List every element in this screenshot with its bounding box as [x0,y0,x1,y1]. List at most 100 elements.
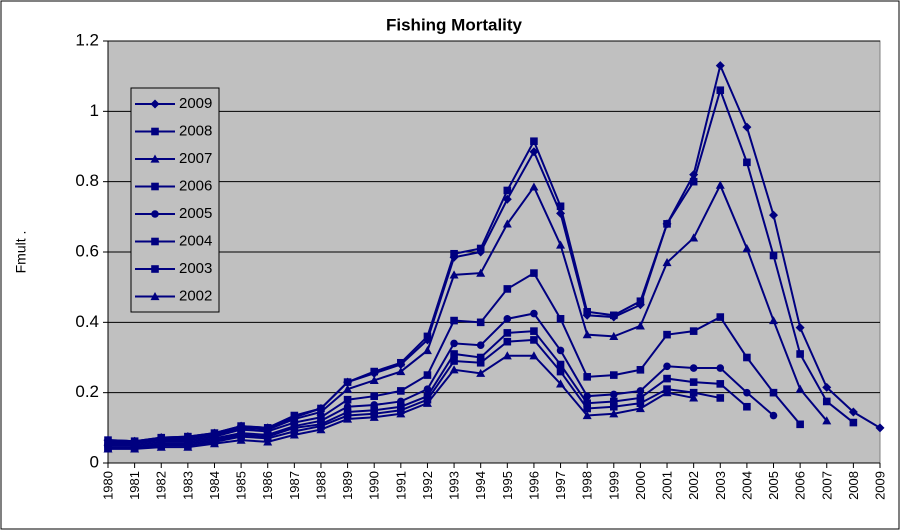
marker [795,323,805,333]
marker [662,388,672,397]
marker [502,351,512,360]
marker [796,350,804,358]
marker [263,437,273,446]
x-tick-label: 2006 [793,471,808,500]
marker [822,397,831,406]
marker [769,388,778,397]
x-tick-label: 1987 [287,471,302,500]
marker [609,402,618,411]
x-tick-label: 1992 [420,471,435,500]
marker [450,357,458,365]
marker [689,327,698,335]
marker [663,362,671,371]
marker [151,237,159,246]
marker [716,86,725,95]
marker [503,329,512,337]
marker [151,265,159,273]
marker [530,309,538,318]
marker [530,327,538,335]
marker [769,411,778,420]
marker [742,243,752,253]
marker [689,393,699,402]
marker [151,127,159,136]
marker [556,360,565,369]
marker [450,316,458,325]
marker [529,147,539,157]
marker [503,315,512,323]
marker [822,382,832,392]
marker [151,182,159,191]
x-tick-label: 1990 [367,471,382,500]
marker [743,388,751,397]
marker [822,416,832,425]
marker [150,99,160,109]
marker [476,341,485,349]
x-tick-label: 1988 [313,471,328,500]
x-tick-label: 1980 [101,471,116,500]
marker [502,219,512,228]
legend-label: 2009 [179,95,212,112]
marker [449,365,459,374]
x-tick-label: 1995 [500,471,515,500]
marker [370,392,379,400]
marker [849,418,858,427]
marker [370,367,379,376]
x-tick-label: 2003 [713,471,728,500]
marker [689,177,698,186]
series-line [108,338,721,450]
x-tick-label: 2004 [739,471,754,500]
marker [556,315,565,323]
marker [476,358,485,367]
marker [183,442,193,451]
marker [397,387,405,395]
marker [476,318,485,327]
marker [582,411,592,420]
marker [663,330,671,339]
x-tick-label: 2009 [873,471,888,500]
x-tick-label: 2000 [633,471,648,500]
marker [742,122,752,132]
marker [609,311,618,320]
x-tick-label: 1981 [127,471,142,500]
marker [103,444,113,453]
marker [636,394,645,402]
marker [583,373,591,381]
legend-label: 2006 [179,177,212,194]
marker [343,414,353,423]
x-tick-label: 1982 [154,471,169,500]
marker [635,403,645,413]
marker [769,316,779,325]
marker [476,268,486,277]
marker [369,412,379,421]
marker [636,399,645,408]
marker [343,378,352,386]
marker [503,285,512,293]
marker [716,394,725,402]
marker [423,332,432,341]
x-tick-label: 1998 [580,471,595,500]
marker [130,444,140,453]
y-tick-label: 0.8 [75,171,99,190]
marker [530,336,538,344]
x-tick-label: 1985 [234,471,249,500]
marker [150,154,160,163]
x-tick-label: 1999 [606,471,621,500]
x-tick-label: 1996 [526,471,541,500]
marker [796,420,804,429]
marker [848,407,858,417]
marker [450,339,458,348]
marker [875,423,885,433]
y-tick-label: 1 [90,101,99,120]
series-line [107,182,828,444]
marker [343,384,353,393]
legend-box [130,87,220,313]
legend-label: 2003 [179,260,212,277]
marker [609,331,619,340]
marker [423,385,432,393]
marker [150,292,160,301]
marker [556,367,565,376]
marker [397,358,405,367]
chart-title: Fishing Mortality [386,15,523,34]
marker [582,330,592,339]
